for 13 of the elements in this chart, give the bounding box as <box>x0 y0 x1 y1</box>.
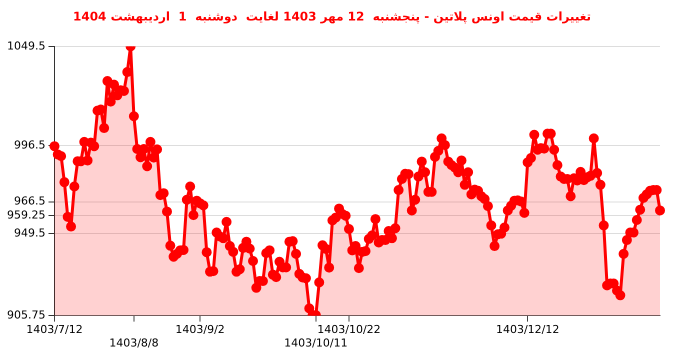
x-tick-label: 1403/9/2 <box>175 323 225 336</box>
y-tick-label: 966.5 <box>14 194 46 208</box>
x-tick-label: 1403/7/12 <box>26 323 83 336</box>
chart-title: تغییرات قیمت اونس پلاتین - پنجشنبه 12 مهر 1403 لغایت دوشنبه 1 اردیبهشت 1404 <box>72 9 592 24</box>
x-tick-label: 1403/10/11 <box>284 336 348 350</box>
y-tick-label: 959.25 <box>6 208 46 222</box>
y-tick-label: 996.5 <box>14 138 46 152</box>
x-tick-label: 1403/12/12 <box>496 323 560 336</box>
y-tick-label: 949.5 <box>14 226 46 240</box>
x-tick-label: 1403/10/22 <box>317 323 381 336</box>
y-tick-label: 1049.5 <box>6 39 46 52</box>
y-tick-label: 905.75 <box>6 308 46 322</box>
x-tick-label: 1403/8/8 <box>109 336 159 350</box>
